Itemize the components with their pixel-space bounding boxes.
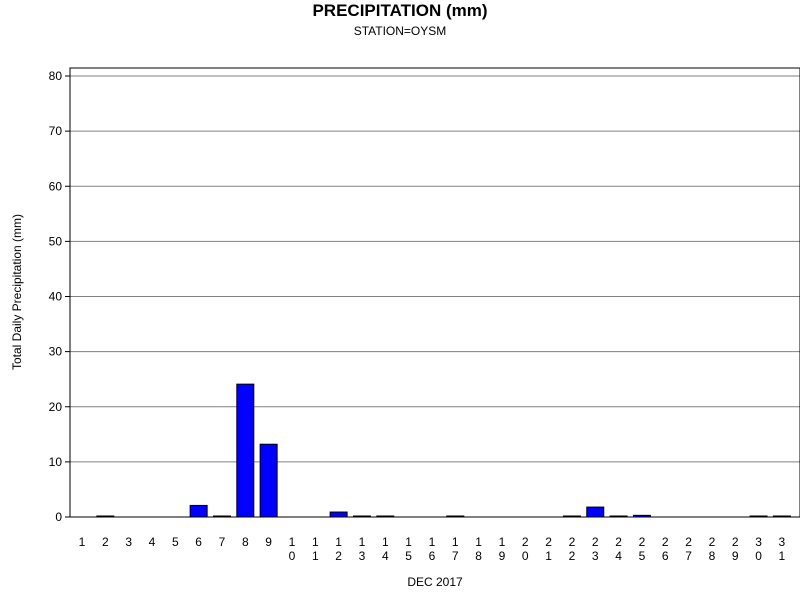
y-tick-label-50: 50 <box>49 234 63 248</box>
y-tick-label-10: 10 <box>49 455 63 469</box>
y-tick-label-70: 70 <box>49 124 63 138</box>
gridlines <box>70 75 800 463</box>
y-tick-label-0: 0 <box>55 510 62 524</box>
chart-title: PRECIPITATION (mm) <box>312 1 488 20</box>
bar-day-12 <box>329 511 348 518</box>
bar-day-6 <box>189 504 208 518</box>
x-axis-label: DEC 2017 <box>407 575 463 589</box>
y-axis-label: Total Daily Precipitation (mm) <box>10 214 24 370</box>
x-tick-label-6: 6 <box>195 535 202 549</box>
x-tick-label-5: 5 <box>172 535 179 549</box>
bar-day-23 <box>586 506 605 518</box>
bar-series <box>96 383 791 518</box>
x-axis: 1 2 3 4 5 6 7 8 9 1 01 11 21 31 41 51 61 71 81 92 02 12 22 32 42… <box>79 535 786 563</box>
x-tick-label-1: 1 <box>79 535 86 549</box>
y-tick-label-30: 30 <box>49 345 63 359</box>
y-tick-label-20: 20 <box>49 400 63 414</box>
chart-subtitle: STATION=OYSM <box>353 24 447 38</box>
x-tick-label-9: 9 <box>265 535 272 549</box>
x-tick-label-4: 4 <box>149 535 156 549</box>
y-tick-label-80: 80 <box>49 69 63 83</box>
bar-day-9 <box>259 443 278 518</box>
x-tick-label-2: 2 <box>102 535 109 549</box>
y-tick-label-40: 40 <box>49 290 63 304</box>
y-tick-label-60: 60 <box>49 179 63 193</box>
bar-day-8 <box>236 383 255 518</box>
x-tick-label-7: 7 <box>219 535 226 549</box>
plot-frame <box>69 67 800 518</box>
x-tick-label-3: 3 <box>125 535 132 549</box>
x-tick-label-8: 8 <box>242 535 249 549</box>
y-axis: 0 10 20 30 40 50 60 70 80 <box>49 69 70 524</box>
